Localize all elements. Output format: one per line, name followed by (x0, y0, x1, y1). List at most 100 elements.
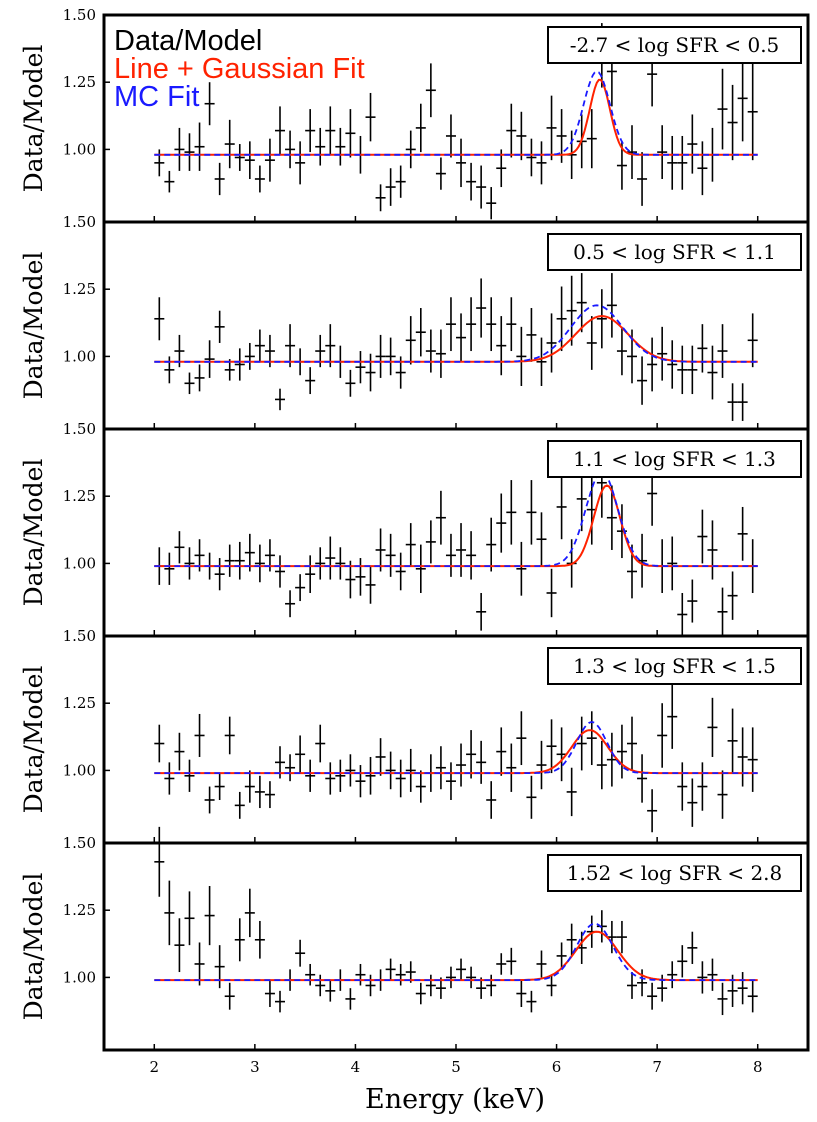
y-tick-label: 1.00 (63, 761, 96, 779)
x-tick-label: 2 (150, 1058, 160, 1076)
sfr-label-box (547, 854, 802, 892)
data-point (194, 364, 205, 392)
data-point (295, 141, 306, 185)
data-point (164, 170, 175, 193)
data-point (667, 340, 678, 389)
data-point (385, 958, 396, 981)
data-point (395, 759, 406, 798)
data-point (264, 138, 275, 182)
data-point (677, 345, 688, 395)
data-point (657, 703, 668, 768)
data-point (295, 574, 306, 602)
y-tick-label: 1.00 (63, 140, 96, 158)
data-point (737, 506, 748, 561)
line-gaussian-fit-curve (154, 78, 758, 156)
data-point (456, 958, 467, 981)
data-point (627, 125, 637, 179)
data-point (355, 765, 366, 798)
data-point (154, 149, 165, 177)
data-point (285, 130, 296, 169)
data-point (234, 918, 245, 962)
data-point (556, 286, 567, 352)
data-point (305, 963, 316, 986)
data-point (244, 888, 255, 938)
data-point (707, 958, 718, 991)
data-point (616, 724, 627, 779)
data-point (164, 552, 175, 585)
data-point (285, 754, 296, 782)
data-point (275, 990, 285, 1013)
data-point (244, 342, 255, 370)
data-point (496, 727, 507, 776)
data-point (325, 762, 336, 795)
data-point (687, 778, 698, 827)
data-point (174, 918, 185, 973)
data-point (596, 289, 607, 349)
data-point (657, 125, 668, 179)
data-point (717, 68, 728, 150)
data-point (275, 106, 285, 155)
data-point (456, 743, 467, 787)
data-point (697, 961, 708, 994)
data-point (456, 523, 467, 577)
data-point (747, 313, 758, 368)
data-point (476, 165, 487, 209)
data-point (747, 727, 758, 792)
y-tick-label: 1.50 (63, 420, 96, 438)
data-point (486, 297, 497, 352)
data-point (627, 716, 637, 771)
y-tick-label: 1.25 (63, 694, 96, 712)
data-point (254, 775, 265, 809)
data-point (536, 740, 547, 790)
data-point (345, 988, 356, 1010)
data-point (315, 547, 326, 580)
y-tick-label: 1.00 (63, 347, 96, 365)
data-point (355, 351, 366, 384)
data-point (677, 592, 688, 636)
data-point (445, 114, 456, 158)
data-point (194, 942, 205, 986)
data-point (254, 544, 265, 583)
data-point (697, 509, 708, 564)
data-point (234, 348, 245, 381)
data-point (335, 547, 346, 580)
data-point (244, 770, 255, 803)
x-tick-label: 3 (250, 1058, 260, 1076)
y-tick-label: 1.25 (63, 73, 96, 91)
data-point (647, 337, 658, 392)
mc-fit-curve (154, 922, 758, 981)
data-point (707, 697, 718, 757)
data-point (586, 711, 597, 766)
data-point (637, 754, 648, 803)
data-point (466, 730, 477, 779)
data-point (616, 920, 627, 954)
y-tick-label: 1.50 (63, 834, 96, 852)
data-point (375, 528, 386, 572)
data-point (415, 544, 426, 593)
data-point (727, 708, 738, 774)
data-point (697, 324, 708, 373)
mc-fit-curve (154, 70, 758, 156)
panel-4: 1.00 1.25 1.50 Data/Model 1.3 < log SFR < 1.… (19, 627, 810, 845)
data-point (667, 961, 678, 989)
data-point (717, 982, 728, 1016)
data-point (476, 740, 487, 784)
data-point (627, 972, 637, 999)
data-point (667, 135, 678, 190)
data-point (305, 555, 316, 593)
data-point (405, 523, 416, 567)
data-point (536, 141, 547, 185)
data-point (506, 297, 517, 352)
y-tick-label: 1.25 (63, 487, 96, 505)
data-point (305, 367, 316, 395)
sfr-label: 1.52 < log SFR < 2.8 (567, 861, 783, 885)
data-point (526, 990, 537, 1013)
x-tick-label: 6 (552, 1058, 562, 1076)
legend-entry-line-gaussian-fit: Line + Gaussian Fit (114, 53, 365, 85)
data-point (486, 517, 497, 572)
data-point (727, 84, 738, 161)
data-point (536, 950, 547, 978)
data-point (486, 781, 497, 819)
data-point (405, 316, 416, 365)
